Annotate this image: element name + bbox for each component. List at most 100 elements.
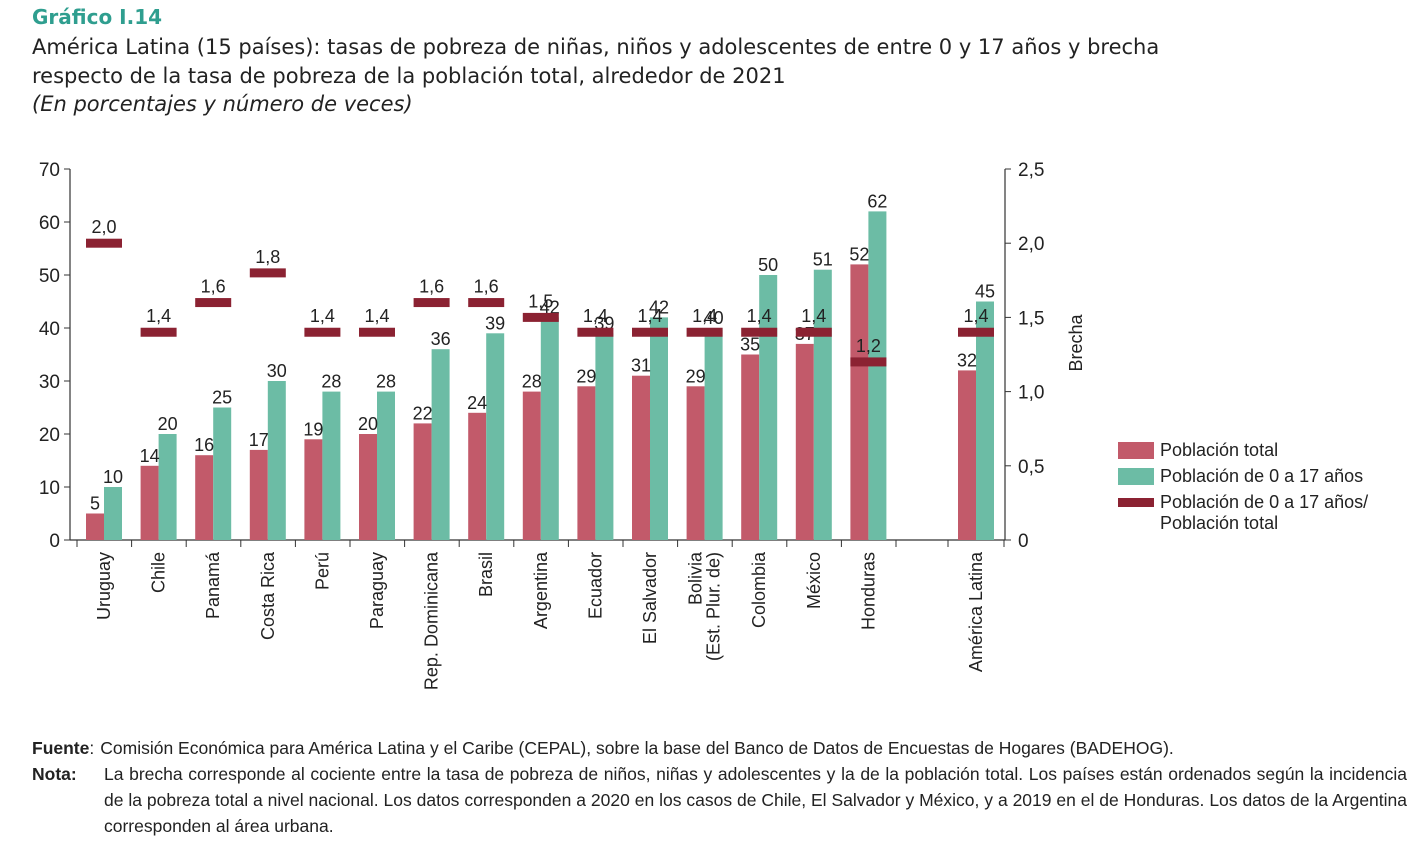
nota-label: Nota [32,764,71,784]
bar-poblacion-0-17 [213,407,232,540]
nota-text: La brecha corresponde al cociente entre … [104,764,1407,836]
marker-brecha [686,327,723,337]
data-label-poblacion-0-17: 50 [758,255,778,275]
marker-brecha [359,327,395,337]
y-left-tick-label: 70 [39,160,60,181]
data-label-brecha: 1,4 [801,306,826,326]
marker-brecha [86,238,122,248]
data-label-brecha: 2,0 [91,217,116,237]
x-category-label: Rep. Dominicana [422,551,442,690]
data-label-poblacion-0-17: 25 [212,388,232,408]
x-category-label: Costa Rica [258,551,278,640]
y-right-tick-label: 1,5 [1018,308,1044,329]
data-label-poblacion-0-17: 62 [867,191,887,211]
data-label-poblacion-total: 29 [576,366,596,386]
data-label-poblacion-total: 52 [849,244,869,264]
bar-poblacion-0-17 [486,333,505,540]
bar-poblacion-total [577,386,596,540]
fuente-colon: : [89,738,95,758]
data-label-brecha: 1,4 [747,306,772,326]
legend-swatch-poblacion-0-17 [1118,468,1154,485]
chart-title: América Latina (15 países): tasas de pob… [32,35,1160,88]
data-label-brecha: 1,8 [255,247,280,267]
y-right-tick-label: 0 [1018,531,1029,552]
bar-poblacion-total [195,455,214,540]
x-category-label: Panamá [203,551,223,619]
bar-poblacion-total [249,449,268,540]
bar-poblacion-total [795,343,814,540]
x-category-label: Perú [312,552,332,590]
bar-poblacion-total [304,439,323,540]
bar-poblacion-total [86,513,104,540]
bar-poblacion-0-17 [322,391,341,540]
x-category-label: El Salvador [640,552,660,644]
x-category-label: Ecuador [585,552,605,619]
y-left-tick-label: 20 [39,425,60,446]
data-label-brecha: 1,4 [583,306,608,326]
data-label-brecha: 1,4 [692,306,717,326]
data-label-poblacion-total: 5 [90,494,100,514]
y-left-tick-label: 10 [39,478,60,499]
data-label-poblacion-total: 29 [686,366,706,386]
data-label-poblacion-total: 14 [140,446,160,466]
data-label-poblacion-0-17: 39 [485,313,505,333]
y-left-tick-label: 60 [39,213,60,234]
data-label-brecha: 1,4 [146,306,171,326]
notes: Fuente: Comisión Económica para América … [32,735,1407,839]
legend-label-brecha: Población de 0 a 17 años/ Población tota… [1160,492,1369,533]
data-label-brecha: 1,4 [310,306,335,326]
x-category-label: Brasil [476,552,496,597]
data-label-brecha: 1,6 [474,277,499,297]
nota-label-wrap: Nota: [32,764,77,784]
bar-poblacion-0-17 [267,381,286,540]
data-label-brecha: 1,4 [963,306,988,326]
data-label-brecha: 1,2 [856,336,881,356]
data-label-brecha: 1,5 [528,291,553,311]
marker-brecha [522,312,559,322]
data-label-poblacion-total: 22 [413,403,433,423]
bar-poblacion-0-17 [540,317,559,540]
marker-brecha [632,327,668,337]
marker-brecha [140,327,177,337]
marker-brecha [577,327,614,337]
marker-brecha [413,298,450,308]
y-right-tick-label: 2,5 [1018,160,1044,181]
data-label-poblacion-0-17: 51 [813,250,833,270]
marker-brecha [850,357,887,367]
bar-poblacion-total [632,375,650,540]
legend-swatch-poblacion-total [1118,442,1154,459]
x-category-label: América Latina [966,551,986,672]
data-label-poblacion-0-17: 20 [158,414,178,434]
data-label-poblacion-0-17: 40 [704,308,724,328]
data-label-poblacion-0-17: 45 [975,282,995,302]
x-category-label: Honduras [858,552,878,630]
bar-poblacion-total [958,370,976,540]
marker-brecha [468,298,505,308]
legend-label-poblacion-0-17: Población de 0 a 17 años [1160,466,1364,486]
data-label-poblacion-total: 31 [631,356,651,376]
data-label-poblacion-0-17: 36 [431,329,451,349]
y-left-tick-label: 50 [39,266,60,287]
data-label-poblacion-total: 16 [194,435,214,455]
bar-poblacion-0-17 [650,317,668,540]
legend-label-poblacion-total: Población total [1160,440,1279,460]
y-right-tick-label: 1,0 [1018,383,1044,404]
legend-item-poblacion-0-17: Población de 0 a 17 años [1118,466,1368,487]
bar-poblacion-0-17 [595,333,614,540]
legend: Población total Población de 0 a 17 años… [1118,440,1368,539]
bar-poblacion-0-17 [704,328,723,540]
fuente-label: Fuente [32,738,90,758]
x-category-label: Argentina [531,551,551,629]
data-label-poblacion-0-17: 10 [103,467,123,487]
bar-poblacion-total [468,412,487,540]
chart-subtitle: (En porcentajes y número de veces) [32,92,413,116]
x-category-label: Bolivia(Est. Plur. de) [686,551,724,661]
x-category-label: Uruguay [94,552,114,620]
marker-brecha [249,268,286,278]
data-label-brecha: 1,6 [201,277,226,297]
y-left-tick-label: 0 [49,531,60,552]
fuente-text: Comisión Económica para América Latina y… [100,738,1174,758]
bar-poblacion-0-17 [431,349,450,540]
bar-poblacion-total [522,391,541,540]
legend-item-brecha: Población de 0 a 17 años/ Población tota… [1118,492,1368,534]
